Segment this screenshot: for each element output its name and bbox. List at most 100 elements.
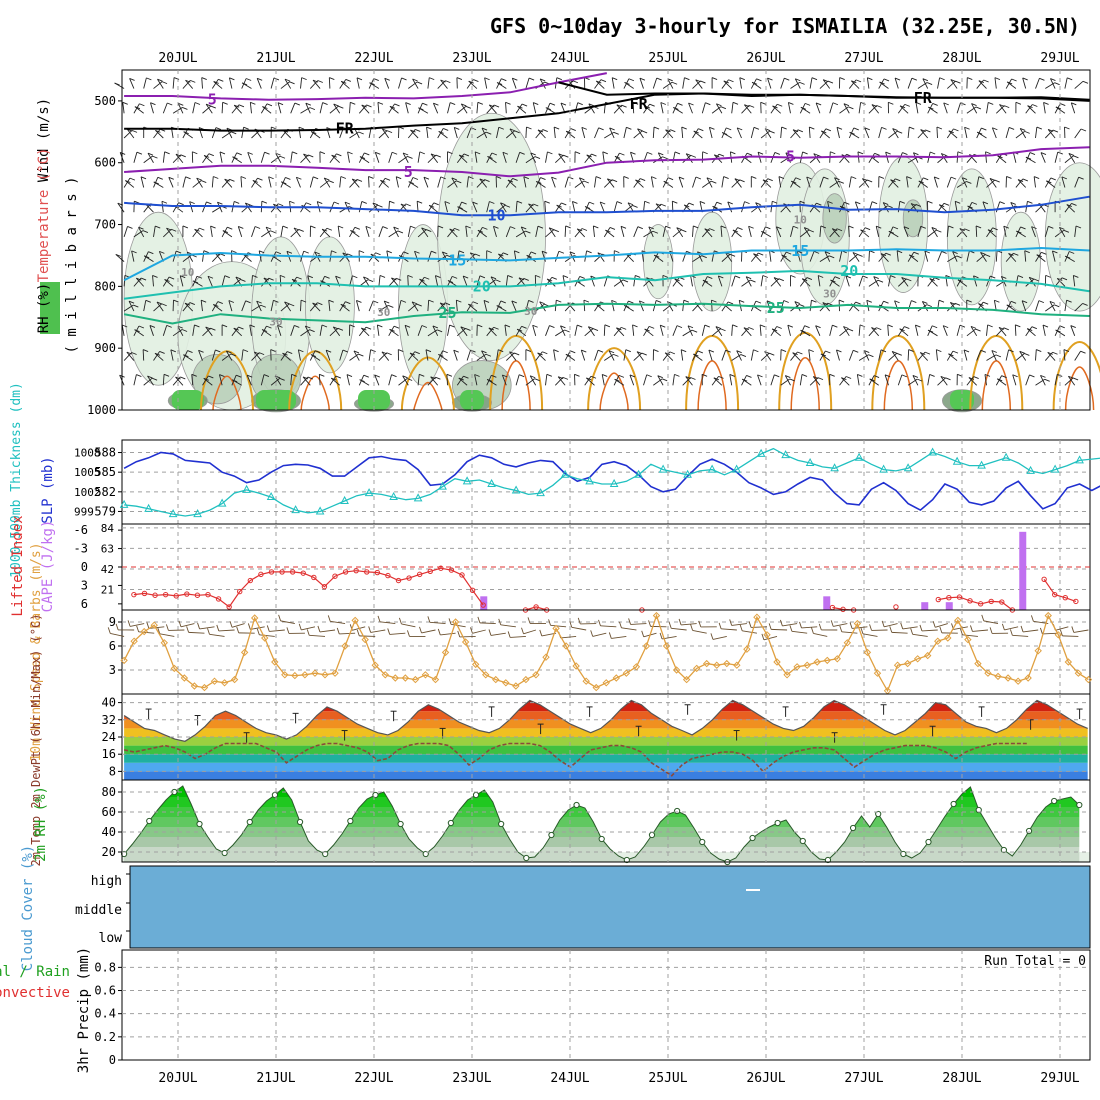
wind-barb-flag [964, 126, 970, 130]
wind-barb-flag [396, 277, 402, 281]
wind-barb-flag [881, 126, 887, 130]
wind-barb [241, 300, 247, 312]
lifted-index-tick-label: 0 [81, 560, 88, 574]
wind-barb-flag [786, 251, 792, 255]
wind-barb [211, 127, 217, 139]
wind-barb-flag [980, 349, 986, 353]
wind-barb [917, 226, 922, 238]
wind-barb [708, 349, 713, 361]
wind-barb-flag [210, 225, 216, 229]
wind-barb [1047, 129, 1056, 139]
temp-band [124, 702, 1088, 712]
contour-label: 10 [181, 266, 194, 279]
wind-barb [792, 129, 801, 139]
wind-barb-flag [493, 104, 500, 108]
wind-barb-flag [766, 300, 773, 304]
wind-barb-flag [975, 328, 981, 332]
wind-barb-flag [426, 229, 432, 232]
wind-barb-flag [1080, 350, 1086, 354]
wind-barb-flag [412, 177, 419, 180]
wind-barb [458, 377, 468, 386]
wind-barb [194, 228, 203, 238]
wind-barb-flag [293, 227, 300, 231]
wind-barb [986, 227, 994, 238]
wind-barb-flag [943, 202, 950, 206]
wind-barb-flag [899, 200, 905, 204]
wind-barb-flag [444, 302, 451, 306]
thickness-marker [658, 464, 668, 473]
wind-barb-flag [352, 178, 358, 182]
wind-barb-flag [581, 126, 588, 130]
wind-barb-flag [463, 153, 470, 157]
wind-barb [616, 327, 625, 337]
wind-barb-flag [684, 77, 690, 81]
wind-barb-flag [1066, 299, 1072, 303]
warm-isotherm-inner [599, 372, 629, 411]
wind-barb-flag [931, 227, 938, 230]
wind-barb-flag [451, 177, 457, 181]
wind-barb [750, 127, 755, 139]
wind-barb [501, 374, 507, 386]
cloud-ylabel: Cloud Cover (%) [20, 845, 36, 971]
wind-barb [931, 227, 938, 238]
wind-barb-flag [1054, 304, 1060, 308]
wind-barb-flag [279, 155, 286, 159]
wind-barb-flag [720, 106, 727, 110]
wind-barb-flag [468, 80, 474, 84]
wind-barb [251, 130, 260, 139]
wind-barb [848, 350, 854, 361]
precip-tick-label: 0.8 [94, 960, 116, 974]
thickness-marker [193, 509, 202, 518]
wind-barb-flag [180, 154, 186, 158]
thickness-marker [1050, 464, 1060, 473]
wind-barb-flag [711, 299, 717, 303]
warm-isotherm [778, 331, 833, 411]
wind-barb [391, 277, 399, 287]
wind-barb-flag [565, 353, 572, 357]
wind-barb-flag [465, 225, 471, 229]
wind-barb-flag [1031, 226, 1037, 230]
wind-barb [162, 325, 168, 336]
wind-barb [778, 176, 782, 188]
wind-barb-flag [579, 276, 585, 279]
top-date-label: 28JUL [942, 51, 981, 66]
wind-speed-marker [291, 671, 299, 680]
wind-barb-flag [421, 325, 428, 328]
wind-barb [395, 176, 399, 188]
wind-barb [384, 78, 390, 89]
wind-barb [603, 324, 606, 336]
wind-barb [202, 201, 207, 213]
rh2m-marker [875, 810, 882, 818]
wind-barb-flag [537, 352, 543, 356]
wind-barb-flag [353, 350, 360, 354]
wind-barb-flag [563, 154, 569, 158]
wind-barb [692, 128, 699, 139]
wind-barb-flag [709, 126, 715, 130]
wind-barb [551, 176, 556, 188]
wind-barb-10m [180, 623, 195, 628]
wind-barb-10m-flag [810, 627, 814, 634]
slp-value-label: 1008 [74, 447, 101, 460]
wind-barb-10m [188, 631, 205, 634]
wind-barb-flag [549, 102, 556, 106]
wind-barb-flag [245, 202, 251, 206]
wind-barb-flag [785, 375, 791, 378]
wind-barb-flag [570, 128, 576, 131]
wind-barb [490, 276, 497, 287]
wind-barb-10m-flag [207, 628, 210, 635]
wind-barb [419, 278, 429, 287]
contour-label: 30 [823, 288, 836, 301]
wind-barb [723, 80, 733, 89]
wind-barb-flag [667, 78, 673, 82]
wind-barb [439, 302, 448, 312]
wind-barb-flag [502, 252, 509, 256]
wind-barb [515, 103, 523, 114]
wind-barb-flag [1031, 326, 1038, 330]
wind-barb-flag [817, 377, 824, 381]
wind-barb-flag [512, 178, 518, 181]
wind-barb-flag [402, 152, 409, 156]
wind-barb-flag [453, 349, 459, 353]
precip-tick-label: 0 [109, 1053, 116, 1067]
wind-barb [260, 152, 265, 163]
wind-barb-flag [1078, 176, 1084, 180]
